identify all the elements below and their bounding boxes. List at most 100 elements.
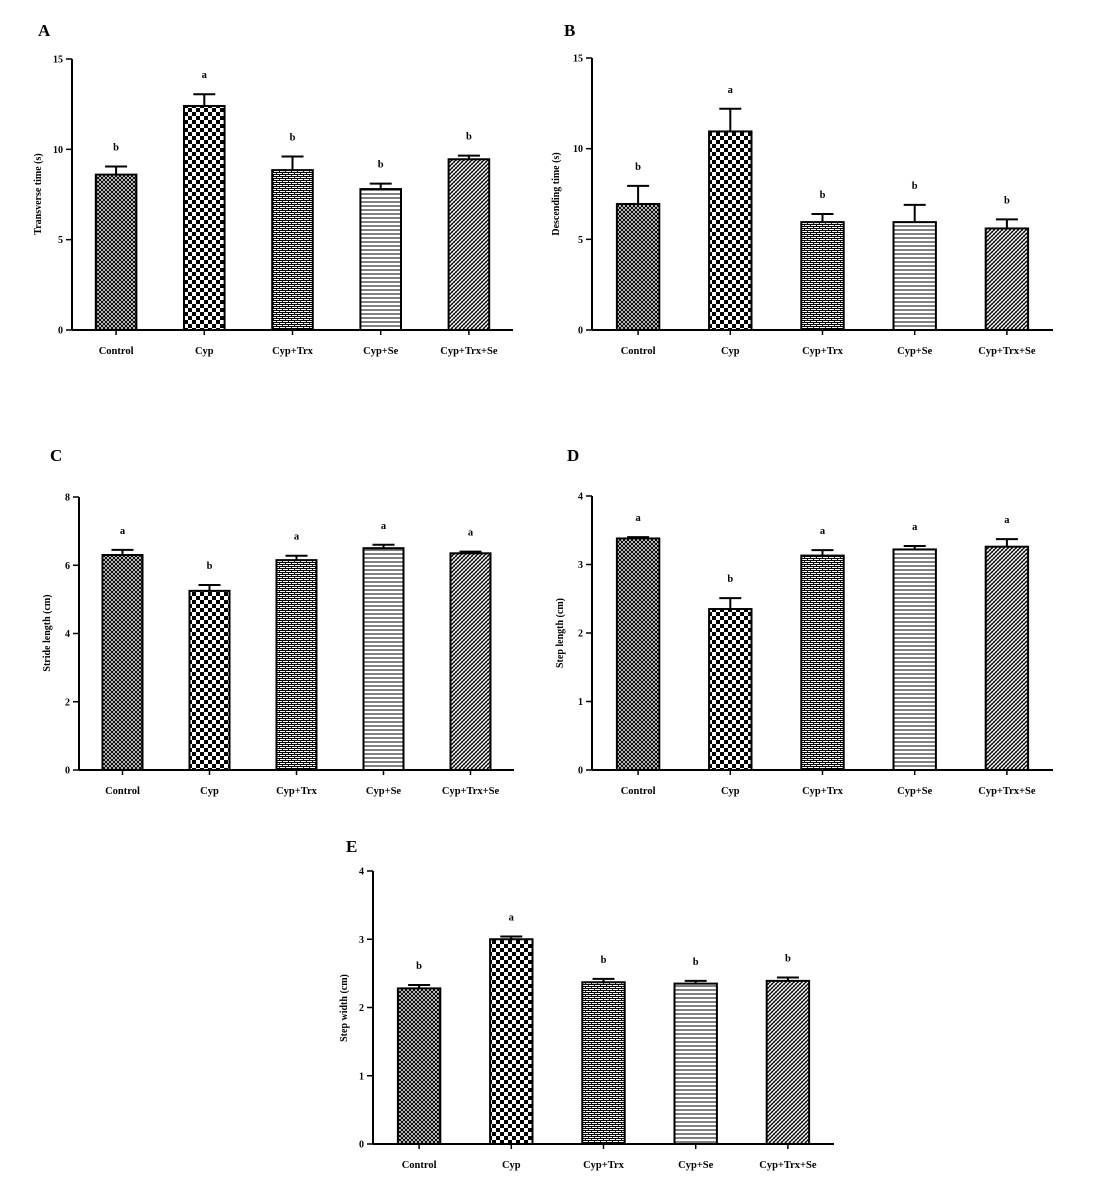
significance-label: a bbox=[912, 522, 918, 533]
x-category-label: Cyp bbox=[195, 346, 214, 357]
y-tick-label: 0 bbox=[65, 766, 70, 777]
x-category-label: Cyp bbox=[721, 786, 740, 797]
y-axis-title: Descending time (s) bbox=[551, 152, 562, 235]
panel-e: E Step width (cm) 0 1 2 3 4 b Control a Cyp b Cyp+… bbox=[339, 837, 834, 1171]
y-tick-label: 5 bbox=[58, 235, 63, 246]
significance-label: a bbox=[1004, 515, 1010, 526]
bar bbox=[765, 979, 811, 1145]
panel-letter: E bbox=[346, 837, 357, 856]
bar bbox=[101, 554, 144, 772]
y-axis-title: Step length (cm) bbox=[555, 598, 566, 668]
bar bbox=[271, 169, 314, 331]
significance-label: b bbox=[912, 181, 918, 192]
significance-label: b bbox=[601, 955, 607, 966]
y-tick-label: 2 bbox=[359, 1003, 364, 1014]
bar bbox=[447, 158, 491, 331]
significance-label: a bbox=[294, 532, 300, 543]
significance-label: b bbox=[113, 142, 119, 153]
bar bbox=[275, 559, 318, 771]
y-tick-label: 6 bbox=[65, 561, 70, 572]
significance-label: a bbox=[728, 85, 734, 96]
bar bbox=[188, 589, 231, 771]
x-category-label: Cyp bbox=[502, 1160, 521, 1171]
x-category-label: Cyp+Trx+Se bbox=[440, 346, 498, 357]
bar bbox=[800, 221, 845, 332]
significance-label: b bbox=[727, 574, 733, 585]
y-tick-label: 1 bbox=[359, 1071, 364, 1082]
significance-label: a bbox=[381, 521, 387, 532]
y-tick-label: 4 bbox=[359, 867, 364, 878]
y-tick-label: 3 bbox=[578, 560, 583, 571]
significance-label: a bbox=[820, 526, 826, 537]
x-category-label: Control bbox=[621, 786, 656, 797]
significance-label: b bbox=[378, 160, 384, 171]
significance-label: b bbox=[785, 953, 791, 964]
x-category-label: Cyp+Se bbox=[363, 346, 398, 357]
y-tick-label: 8 bbox=[65, 493, 70, 504]
x-category-label: Cyp+Trx+Se bbox=[978, 346, 1036, 357]
bar bbox=[708, 608, 753, 772]
bar bbox=[396, 987, 442, 1146]
x-category-label: Control bbox=[105, 786, 140, 797]
bar bbox=[449, 552, 492, 772]
y-tick-label: 4 bbox=[65, 629, 70, 640]
x-category-label: Cyp+Trx bbox=[272, 346, 314, 357]
bar bbox=[362, 547, 405, 771]
panel-b: B Descending time (s) 0 5 10 15 b Control a Cyp… bbox=[551, 21, 1053, 357]
panel-a: A Transverse time (s) 0 5 10 15 b Control a Cyp… bbox=[33, 21, 513, 357]
panel-letter: B bbox=[564, 21, 575, 40]
significance-label: b bbox=[466, 132, 472, 143]
significance-label: a bbox=[635, 513, 641, 524]
significance-label: a bbox=[120, 526, 126, 537]
y-tick-label: 0 bbox=[359, 1140, 364, 1151]
x-category-label: Cyp+Se bbox=[897, 346, 932, 357]
bar bbox=[800, 554, 845, 771]
bar bbox=[673, 982, 718, 1145]
y-axis-title: Transverse time (s) bbox=[33, 153, 44, 234]
significance-label: b bbox=[635, 162, 641, 173]
y-axis-title: Stride length (cm) bbox=[42, 594, 53, 671]
significance-label: b bbox=[693, 957, 699, 968]
x-category-label: Cyp+Trx bbox=[583, 1160, 625, 1171]
panel-c: C Stride length (cm) 0 2 4 6 8 a Control b Cyp a C… bbox=[42, 446, 514, 797]
x-category-label: Cyp+Se bbox=[366, 786, 401, 797]
y-tick-label: 4 bbox=[578, 492, 583, 503]
significance-label: b bbox=[416, 961, 422, 972]
y-tick-label: 2 bbox=[578, 629, 583, 640]
significance-label: a bbox=[202, 70, 208, 81]
bar bbox=[892, 221, 937, 332]
y-tick-label: 10 bbox=[53, 145, 63, 156]
x-category-label: Cyp+Trx+Se bbox=[442, 786, 500, 797]
bar bbox=[615, 202, 661, 331]
panel-d: D Step length (cm) 0 1 2 3 4 a Control b Cyp a Cyp… bbox=[555, 446, 1053, 797]
y-tick-label: 2 bbox=[65, 697, 70, 708]
y-tick-label: 0 bbox=[578, 766, 583, 777]
bar bbox=[984, 545, 1030, 771]
significance-label: b bbox=[820, 190, 826, 201]
panel-letter: A bbox=[38, 21, 51, 40]
y-tick-label: 0 bbox=[58, 326, 63, 337]
y-tick-label: 3 bbox=[359, 935, 364, 946]
x-category-label: Cyp bbox=[721, 346, 740, 357]
x-category-label: Cyp+Se bbox=[897, 786, 932, 797]
y-tick-label: 15 bbox=[573, 54, 583, 65]
bar bbox=[615, 537, 661, 771]
y-tick-label: 0 bbox=[578, 326, 583, 337]
y-tick-label: 10 bbox=[573, 144, 583, 155]
panel-letter: D bbox=[567, 446, 579, 465]
bar bbox=[892, 548, 937, 771]
significance-label: a bbox=[509, 913, 515, 924]
x-category-label: Control bbox=[621, 346, 656, 357]
significance-label: b bbox=[1004, 195, 1010, 206]
bar bbox=[94, 173, 138, 331]
bar bbox=[581, 981, 626, 1145]
significance-label: b bbox=[290, 133, 296, 144]
x-category-label: Cyp bbox=[200, 786, 219, 797]
bar bbox=[489, 938, 534, 1145]
bar bbox=[984, 227, 1030, 332]
bar bbox=[183, 104, 226, 332]
significance-label: a bbox=[468, 528, 474, 539]
x-category-label: Cyp+Trx bbox=[802, 346, 844, 357]
y-axis-title: Step width (cm) bbox=[339, 974, 350, 1042]
